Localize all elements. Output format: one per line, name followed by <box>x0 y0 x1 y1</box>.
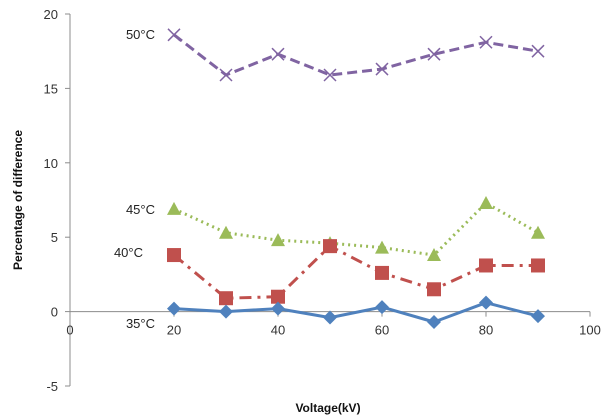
data-point <box>427 248 441 262</box>
data-point <box>479 295 493 310</box>
series-label: 35°C <box>126 316 155 331</box>
data-point <box>271 233 285 247</box>
series-diamond <box>167 295 545 330</box>
series-label: 45°C <box>126 202 155 217</box>
x-tick-label: 0 <box>66 323 73 338</box>
x-axis-ticks: 0 20 40 60 80 100 <box>66 311 601 338</box>
data-point <box>531 44 545 58</box>
y-axis-title: Percentage of difference <box>11 130 25 270</box>
data-point <box>167 301 181 316</box>
x-tick-label: 80 <box>479 323 493 338</box>
data-point <box>323 239 337 254</box>
x-axis-title: Voltage(kV) <box>295 401 360 415</box>
data-point <box>531 258 545 273</box>
series-label: 40°C <box>114 245 143 260</box>
data-point <box>531 309 545 324</box>
data-point <box>323 68 337 82</box>
data-point <box>219 304 233 319</box>
data-point <box>167 201 181 215</box>
data-point <box>219 291 233 306</box>
series-line <box>173 301 539 324</box>
data-point <box>479 258 493 273</box>
y-tick-label: 20 <box>44 7 58 22</box>
y-tick-label: 10 <box>44 156 58 171</box>
x-tick-label: 60 <box>375 323 389 338</box>
x-tick-label: 20 <box>167 323 181 338</box>
y-tick-label: 0 <box>51 305 58 320</box>
x-tick-label: 100 <box>579 323 601 338</box>
series-layer <box>167 28 545 330</box>
data-point <box>375 265 389 280</box>
data-point <box>479 35 493 49</box>
data-point <box>375 62 389 76</box>
data-point <box>427 282 441 297</box>
y-tick-label: 15 <box>44 81 58 96</box>
data-point <box>531 225 545 239</box>
series-square <box>167 239 545 306</box>
x-tick-label: 40 <box>271 323 285 338</box>
data-point <box>271 47 285 61</box>
series-x <box>167 28 545 82</box>
data-point <box>375 240 389 254</box>
data-point <box>427 315 441 330</box>
data-point <box>271 301 285 316</box>
data-point <box>167 248 181 263</box>
series-line <box>173 33 539 77</box>
data-point <box>219 68 233 82</box>
data-point <box>271 289 285 304</box>
data-point <box>375 300 389 315</box>
y-tick-label: 5 <box>51 230 58 245</box>
series-triangle <box>167 195 545 262</box>
data-point <box>427 47 441 61</box>
y-tick-label: -5 <box>46 379 58 394</box>
series-line <box>173 201 539 257</box>
series-label: 50°C <box>126 27 155 42</box>
data-point <box>323 310 337 325</box>
series-labels: 50°C 45°C 40°C 35°C <box>114 27 155 331</box>
data-point <box>219 225 233 239</box>
data-point <box>167 28 181 42</box>
y-axis-ticks: -5 0 5 10 15 20 <box>44 7 70 394</box>
data-point <box>479 195 493 209</box>
series-line <box>173 244 538 300</box>
